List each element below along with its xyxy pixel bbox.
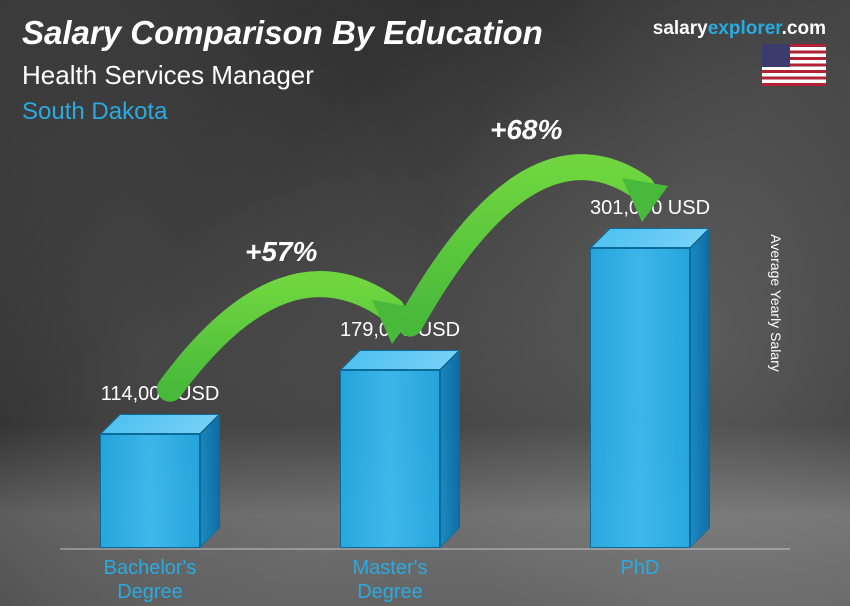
chart-title: Salary Comparison By Education bbox=[22, 14, 543, 52]
category-label: PhD bbox=[560, 556, 720, 580]
branding-logo: salaryexplorer.com bbox=[653, 18, 826, 40]
increase-arrow: +68% bbox=[380, 90, 700, 384]
category-label: Bachelor'sDegree bbox=[70, 556, 230, 604]
chart-subtitle: Health Services Manager bbox=[22, 60, 314, 91]
bar-front bbox=[100, 434, 200, 548]
country-flag-icon bbox=[762, 44, 826, 86]
chart-location: South Dakota bbox=[22, 98, 167, 126]
branding-plain: salary bbox=[653, 18, 708, 39]
branding-suffix: .com bbox=[782, 18, 826, 39]
increase-arrow-label: +68% bbox=[490, 114, 562, 146]
branding-accent: explorer bbox=[708, 18, 782, 39]
increase-arrow-label: +57% bbox=[245, 236, 317, 268]
category-label: Master'sDegree bbox=[310, 556, 470, 604]
